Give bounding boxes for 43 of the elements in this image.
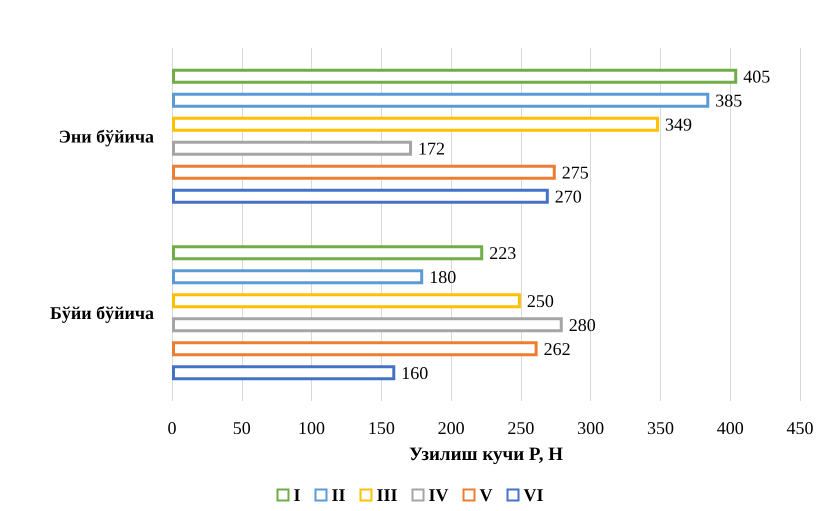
data-label: 270	[554, 186, 582, 206]
data-label: 280	[568, 314, 596, 335]
x-tick-label: 400	[716, 418, 744, 438]
bar	[172, 140, 412, 156]
data-label: 385	[715, 90, 742, 110]
x-tick-label: 200	[438, 418, 465, 438]
data-label: 180	[429, 266, 456, 287]
x-tick-label: 150	[368, 418, 395, 438]
y-tick-label: Эни бўйича	[58, 126, 154, 146]
x-tick-label: 450	[786, 418, 814, 438]
bar	[172, 341, 538, 356]
legend-label: I	[293, 485, 300, 505]
x-tick-label: 250	[507, 418, 534, 438]
legend-label: II	[331, 485, 346, 505]
x-tick-label: 0	[168, 418, 176, 438]
y-tick-label: Бўйи бўйича	[50, 302, 154, 323]
x-tick-label: 100	[298, 418, 326, 438]
data-label: 349	[665, 114, 692, 134]
legend-label: IV	[428, 485, 449, 505]
data-label: 250	[526, 290, 554, 311]
data-label: 160	[401, 362, 428, 383]
bar	[172, 188, 549, 204]
legend-label: III	[376, 485, 398, 505]
legend-label: V	[480, 485, 493, 505]
bar	[172, 365, 396, 380]
bar	[172, 164, 556, 180]
data-label: 172	[418, 138, 446, 158]
bar	[172, 92, 710, 108]
x-tick-label: 300	[577, 418, 604, 438]
bar	[172, 269, 424, 284]
x-tick-label: 50	[232, 418, 251, 438]
x-axis-title: Узилиш кучи P, Н	[408, 444, 564, 465]
data-label: 223	[489, 242, 516, 263]
bar	[172, 317, 563, 332]
bar	[172, 116, 660, 132]
data-label: 405	[743, 66, 770, 86]
legend-label: VI	[524, 485, 544, 505]
data-label: 275	[562, 162, 589, 182]
x-tick-label: 350	[646, 418, 674, 438]
bar	[172, 245, 484, 260]
data-label: 262	[544, 338, 571, 359]
bar	[172, 68, 738, 84]
bar	[172, 293, 521, 308]
